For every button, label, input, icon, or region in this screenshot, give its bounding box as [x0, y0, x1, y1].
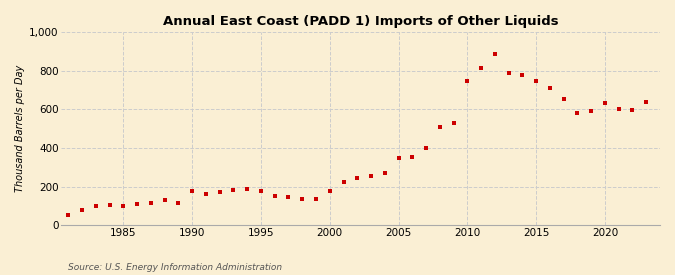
Point: [132, 202, 142, 206]
Point: [173, 201, 184, 205]
Point: [90, 204, 101, 208]
Point: [393, 155, 404, 160]
Point: [187, 189, 198, 194]
Point: [517, 73, 528, 78]
Y-axis label: Thousand Barrels per Day: Thousand Barrels per Day: [15, 65, 25, 192]
Point: [489, 52, 500, 56]
Title: Annual East Coast (PADD 1) Imports of Other Liquids: Annual East Coast (PADD 1) Imports of Ot…: [163, 15, 558, 28]
Point: [558, 97, 569, 101]
Point: [104, 203, 115, 207]
Point: [531, 79, 541, 83]
Point: [545, 86, 556, 90]
Point: [586, 109, 597, 113]
Point: [476, 65, 487, 70]
Point: [256, 189, 267, 194]
Point: [641, 99, 651, 104]
Point: [379, 171, 390, 175]
Point: [338, 180, 349, 184]
Point: [352, 176, 362, 180]
Point: [614, 107, 624, 111]
Point: [146, 201, 157, 205]
Point: [627, 108, 638, 112]
Point: [77, 208, 88, 212]
Point: [435, 125, 446, 129]
Point: [242, 187, 252, 192]
Point: [366, 174, 377, 178]
Point: [118, 204, 129, 208]
Point: [504, 70, 514, 75]
Point: [269, 194, 280, 199]
Point: [572, 111, 583, 115]
Point: [599, 101, 610, 106]
Point: [159, 198, 170, 202]
Point: [214, 190, 225, 195]
Point: [297, 197, 308, 201]
Point: [325, 189, 335, 194]
Point: [63, 212, 74, 217]
Point: [200, 192, 211, 197]
Point: [407, 154, 418, 159]
Point: [283, 195, 294, 199]
Point: [448, 120, 459, 125]
Text: Source: U.S. Energy Information Administration: Source: U.S. Energy Information Administ…: [68, 263, 281, 272]
Point: [421, 146, 431, 150]
Point: [228, 188, 239, 192]
Point: [462, 79, 472, 83]
Point: [310, 197, 321, 201]
